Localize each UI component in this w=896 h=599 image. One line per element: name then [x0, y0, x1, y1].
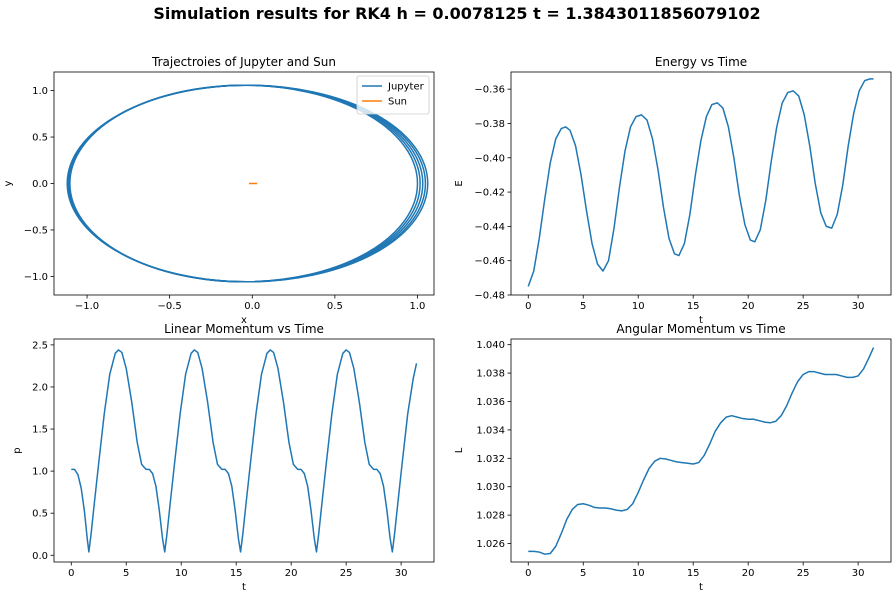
chart-title: Trajectroies of Jupyter and Sun: [151, 55, 336, 69]
plot-area: [71, 349, 418, 553]
y-tick-label: 2.5: [32, 340, 48, 351]
y-tick-label: 0.0: [32, 551, 48, 562]
y-tick-label: 0.5: [32, 509, 48, 520]
x-tick-label: 0: [68, 568, 74, 579]
x-tick-label: 20: [742, 301, 755, 312]
plot-area: [527, 78, 874, 287]
x-tick-label: 0.0: [244, 301, 260, 312]
y-tick-label: −0.36: [474, 85, 505, 96]
y-tick-label: 1.040: [476, 340, 505, 351]
axes-frame: [510, 71, 892, 296]
y-tick-label: 1.0: [32, 467, 48, 478]
chart-title: Angular Momentum vs Time: [616, 322, 785, 336]
y-tick-label: −0.5: [24, 225, 48, 236]
x-tick-label: 0: [525, 301, 531, 312]
figure-title: Simulation results for RK4 h = 0.0078125…: [153, 4, 760, 23]
y-tick-label: 1.0: [32, 86, 48, 97]
x-tick-label: 5: [580, 301, 586, 312]
series-line-jupyter-orbit-1: [69, 84, 419, 283]
y-tick-label: 1.5: [32, 425, 48, 436]
axes-frame: [510, 338, 892, 563]
series-line-data: [528, 347, 875, 555]
y-tick-label: 0.0: [32, 179, 48, 190]
x-tick-label: 15: [230, 568, 243, 579]
x-tick-label: 25: [797, 301, 810, 312]
y-tick-label: −0.38: [474, 119, 505, 130]
plot-area: [528, 347, 875, 555]
plot-area: [66, 84, 429, 283]
y-tick-label: −0.44: [474, 222, 505, 233]
y-tick-label: −0.46: [474, 256, 505, 267]
legend: Jupyter Sun: [356, 75, 430, 115]
x-axis-label: t: [699, 582, 703, 593]
x-tick-label: 25: [340, 568, 353, 579]
chart-energy: Energy vs Time 0 5 10 15 20 25 30 −0.48 −0.46 −0.4…: [454, 55, 892, 326]
y-tick-label: 1.034: [476, 425, 505, 436]
x-tick-label: −1.0: [75, 301, 99, 312]
x-tick-label: 30: [852, 568, 865, 579]
series-line-data: [71, 349, 418, 553]
x-tick-label: 30: [395, 568, 408, 579]
x-tick-label: 20: [285, 568, 298, 579]
y-tick-label: 1.030: [476, 482, 505, 493]
y-tick-label: −0.40: [474, 153, 505, 164]
legend-label-jupyter: Jupyter: [387, 82, 425, 93]
y-tick-label: 1.028: [476, 511, 505, 522]
legend-label-sun: Sun: [388, 97, 407, 108]
y-axis-label: y: [3, 180, 14, 186]
chart-title: Energy vs Time: [655, 55, 747, 69]
x-tick-label: 15: [687, 301, 700, 312]
x-tick-label: 30: [852, 301, 865, 312]
x-axis-label: t: [699, 315, 703, 326]
y-tick-label: 0.5: [32, 133, 48, 144]
y-tick-label: 1.026: [476, 539, 505, 550]
y-axis-label: p: [12, 447, 23, 453]
chart-trajectory: Trajectroies of Jupyter and Sun −1.0 −0.5 0…: [3, 55, 435, 326]
chart-angular-momentum: Angular Momentum vs Time 0 5 10 15 20 25 30 1.02…: [454, 322, 892, 593]
x-tick-label: 0.5: [327, 301, 343, 312]
y-axis-label: L: [454, 447, 465, 453]
x-tick-label: 10: [632, 568, 645, 579]
x-tick-label: 15: [687, 568, 700, 579]
x-tick-label: 5: [580, 568, 586, 579]
x-axis-label: x: [241, 315, 247, 326]
y-tick-label: 1.032: [476, 454, 505, 465]
x-tick-label: 10: [632, 301, 645, 312]
y-tick-label: −0.42: [474, 188, 505, 199]
x-tick-label: 10: [175, 568, 188, 579]
x-axis-label: t: [242, 582, 246, 593]
y-tick-label: 1.036: [476, 397, 505, 408]
x-tick-label: −0.5: [158, 301, 182, 312]
chart-linear-momentum: Linear Momentum vs Time 0 5 10 15 20 25 30 0.0 0.…: [12, 322, 435, 593]
x-tick-label: 25: [797, 568, 810, 579]
series-line-jupyter-orbit-5: [66, 84, 429, 283]
y-tick-label: −0.48: [474, 291, 505, 302]
y-tick-label: −1.0: [24, 272, 48, 283]
axes-frame: [53, 338, 435, 563]
x-tick-label: 0: [525, 568, 531, 579]
y-axis-label: E: [454, 180, 465, 186]
x-tick-label: 20: [742, 568, 755, 579]
x-tick-label: 1.0: [410, 301, 426, 312]
y-tick-label: 1.038: [476, 369, 505, 380]
chart-title: Linear Momentum vs Time: [164, 322, 324, 336]
x-tick-label: 5: [123, 568, 129, 579]
series-line-data: [527, 78, 874, 287]
y-tick-label: 2.0: [32, 382, 48, 393]
